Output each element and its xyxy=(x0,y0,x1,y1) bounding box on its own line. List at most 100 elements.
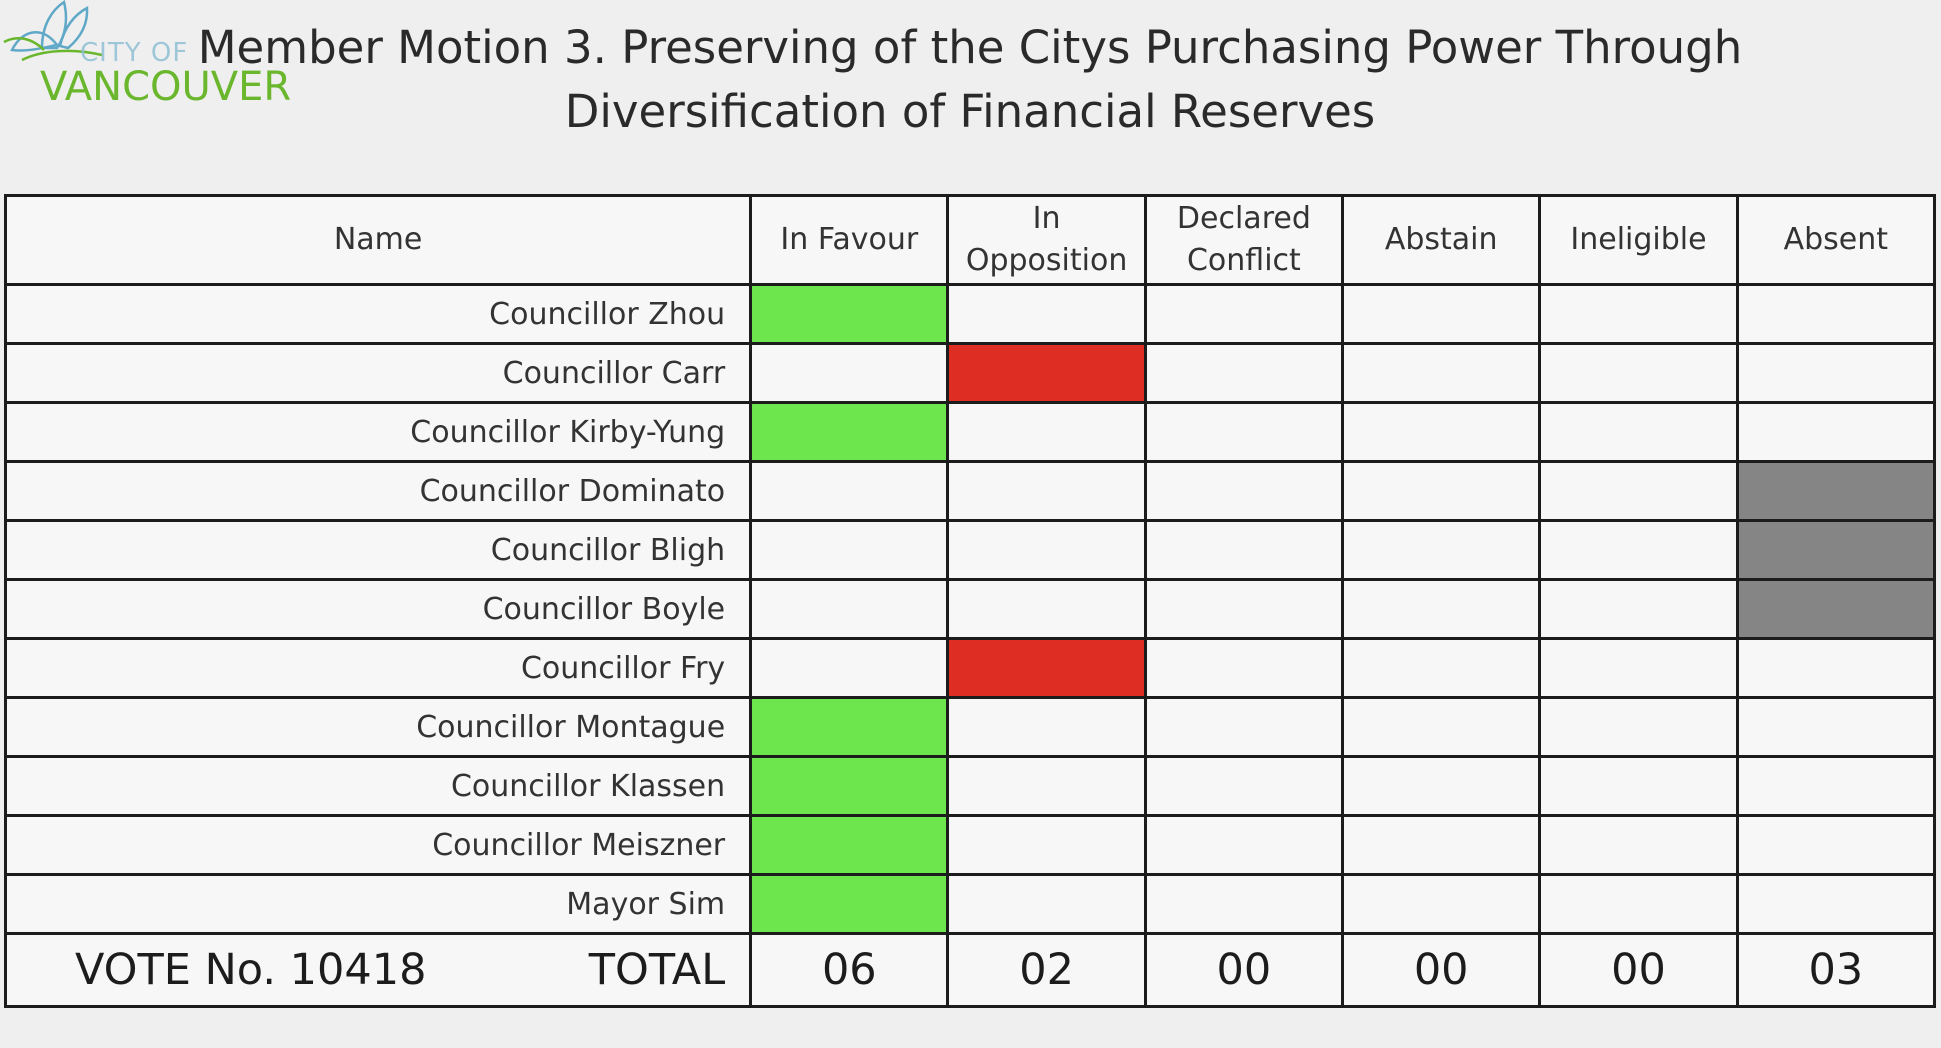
vote-cell-absent xyxy=(1735,755,1937,817)
total-declared-conflict: 00 xyxy=(1143,932,1345,1008)
vote-cell-declared-conflict xyxy=(1143,342,1345,404)
vote-mark-absent xyxy=(1735,460,1937,522)
table-row: Mayor Sim xyxy=(3,873,1937,935)
vote-cell-abstain xyxy=(1341,578,1542,640)
vote-cell-ineligible xyxy=(1538,283,1739,345)
table-row: Councillor Bligh xyxy=(3,519,1937,581)
vote-table: Name In Favour In Opposition Declared Co… xyxy=(3,194,1937,1008)
header-abstain: Abstain xyxy=(1341,194,1542,286)
header-in-opposition-line2: Opposition xyxy=(965,243,1128,278)
member-name: Councillor Klassen xyxy=(3,755,753,817)
vote-cell-declared-conflict xyxy=(1143,755,1345,817)
vote-cell-abstain xyxy=(1341,755,1542,817)
total-in-opposition: 02 xyxy=(946,932,1147,1008)
vote-number: VOTE No. 10418 xyxy=(75,945,427,995)
city-logo: CITY OF VANCOUVER xyxy=(0,0,300,110)
vote-cell-in-favour xyxy=(749,578,950,640)
header-ineligible: Ineligible xyxy=(1538,194,1739,286)
vote-cell-in-opposition xyxy=(946,578,1147,640)
member-name: Councillor Kirby-Yung xyxy=(3,401,753,463)
motion-title: Member Motion 3. Preserving of the Citys… xyxy=(197,21,1743,138)
member-name: Councillor Meiszner xyxy=(3,814,753,876)
total-abstain: 00 xyxy=(1341,932,1542,1008)
vote-cell-abstain xyxy=(1341,460,1542,522)
table-row: Councillor Boyle xyxy=(3,578,1937,640)
lotus-leaves-icon xyxy=(3,0,103,62)
total-in-favour: 06 xyxy=(749,932,950,1008)
member-name: Councillor Bligh xyxy=(3,519,753,581)
vote-cell-ineligible xyxy=(1538,873,1739,935)
vote-cell-absent xyxy=(1735,873,1937,935)
member-name: Councillor Dominato xyxy=(3,460,753,522)
vote-cell-declared-conflict xyxy=(1143,814,1345,876)
vote-cell-ineligible xyxy=(1538,637,1739,699)
vote-mark-in-opposition xyxy=(946,342,1147,404)
total-row: VOTE No. 10418 TOTAL 06 02 00 00 00 03 xyxy=(3,932,1937,1008)
vote-cell-abstain xyxy=(1341,519,1542,581)
vote-cell-abstain xyxy=(1341,342,1542,404)
header-in-favour: In Favour xyxy=(749,194,950,286)
vote-cell-ineligible xyxy=(1538,578,1739,640)
member-name: Councillor Montague xyxy=(3,696,753,758)
vote-cell-declared-conflict xyxy=(1143,283,1345,345)
vote-mark-in-opposition xyxy=(946,637,1147,699)
table-row: Councillor Meiszner xyxy=(3,814,1937,876)
vote-cell-ineligible xyxy=(1538,696,1739,758)
member-name: Councillor Fry xyxy=(3,637,753,699)
header-declared-conflict: Declared Conflict xyxy=(1143,194,1345,286)
vote-cell-abstain xyxy=(1341,873,1542,935)
vote-cell-declared-conflict xyxy=(1143,873,1345,935)
vote-cell-in-opposition xyxy=(946,519,1147,581)
vote-cell-abstain xyxy=(1341,696,1542,758)
vote-cell-abstain xyxy=(1341,637,1542,699)
vote-cell-declared-conflict xyxy=(1143,519,1345,581)
vote-cell-declared-conflict xyxy=(1143,460,1345,522)
vote-mark-in-favour xyxy=(749,755,950,817)
vote-cell-absent xyxy=(1735,814,1937,876)
vote-cell-absent xyxy=(1735,342,1937,404)
header-name: Name xyxy=(3,194,753,286)
vote-mark-absent xyxy=(1735,519,1937,581)
table-row: Councillor Zhou xyxy=(3,283,1937,345)
vote-cell-absent xyxy=(1735,637,1937,699)
table-row: Councillor Fry xyxy=(3,637,1937,699)
member-name: Councillor Carr xyxy=(3,342,753,404)
vote-cell-abstain xyxy=(1341,401,1542,463)
vote-rows: Councillor Zhou Councillor Carr Councillor… xyxy=(3,283,1937,935)
total-ineligible: 00 xyxy=(1538,932,1739,1008)
vote-cell-declared-conflict xyxy=(1143,401,1345,463)
vote-cell-in-favour xyxy=(749,342,950,404)
header-row: Name In Favour In Opposition Declared Co… xyxy=(3,194,1937,286)
vote-cell-in-favour xyxy=(749,460,950,522)
member-name: Councillor Boyle xyxy=(3,578,753,640)
logo-vancouver-text: VANCOUVER xyxy=(40,64,292,110)
vote-cell-declared-conflict xyxy=(1143,696,1345,758)
header-declared-conflict-line2: Conflict xyxy=(1186,243,1301,278)
vote-cell-absent xyxy=(1735,283,1937,345)
vote-cell-abstain xyxy=(1341,814,1542,876)
total-label: TOTAL xyxy=(588,945,726,995)
vote-cell-absent xyxy=(1735,696,1937,758)
vote-cell-in-opposition xyxy=(946,460,1147,522)
total-name-cell: VOTE No. 10418 TOTAL xyxy=(3,932,753,1008)
vote-cell-in-opposition xyxy=(946,696,1147,758)
vote-cell-in-opposition xyxy=(946,401,1147,463)
vote-cell-in-opposition xyxy=(946,814,1147,876)
vote-cell-abstain xyxy=(1341,283,1542,345)
vote-cell-ineligible xyxy=(1538,342,1739,404)
header-in-opposition-line1: In xyxy=(1032,201,1061,236)
table-row: Councillor Montague xyxy=(3,696,1937,758)
vote-mark-in-favour xyxy=(749,401,950,463)
vote-mark-in-favour xyxy=(749,814,950,876)
vote-cell-ineligible xyxy=(1538,401,1739,463)
header-absent: Absent xyxy=(1735,194,1937,286)
vote-cell-ineligible xyxy=(1538,755,1739,817)
table-row: Councillor Carr xyxy=(3,342,1937,404)
table-row: Councillor Kirby-Yung xyxy=(3,401,1937,463)
member-name: Councillor Zhou xyxy=(3,283,753,345)
vote-cell-ineligible xyxy=(1538,814,1739,876)
vote-cell-in-opposition xyxy=(946,873,1147,935)
vote-cell-absent xyxy=(1735,401,1937,463)
vote-cell-ineligible xyxy=(1538,519,1739,581)
